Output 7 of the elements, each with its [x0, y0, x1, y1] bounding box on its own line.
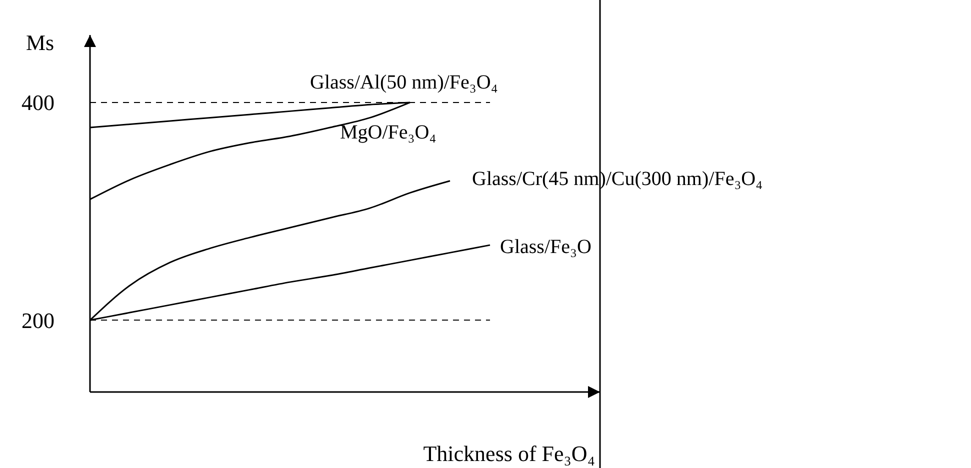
series-label: Glass/Al(50 nm)/Fe₃O₄: [310, 71, 498, 94]
y-tick-label: 200: [22, 308, 54, 333]
x-axis-title: Thickness of Fe₃O₄: [423, 441, 595, 466]
series-label: MgO/Fe₃O₄: [340, 121, 436, 144]
y-tick-label: 400: [22, 90, 54, 116]
series-label: Glass/Fe₃O: [500, 236, 592, 258]
y-axis-title: Ms: [26, 30, 54, 55]
